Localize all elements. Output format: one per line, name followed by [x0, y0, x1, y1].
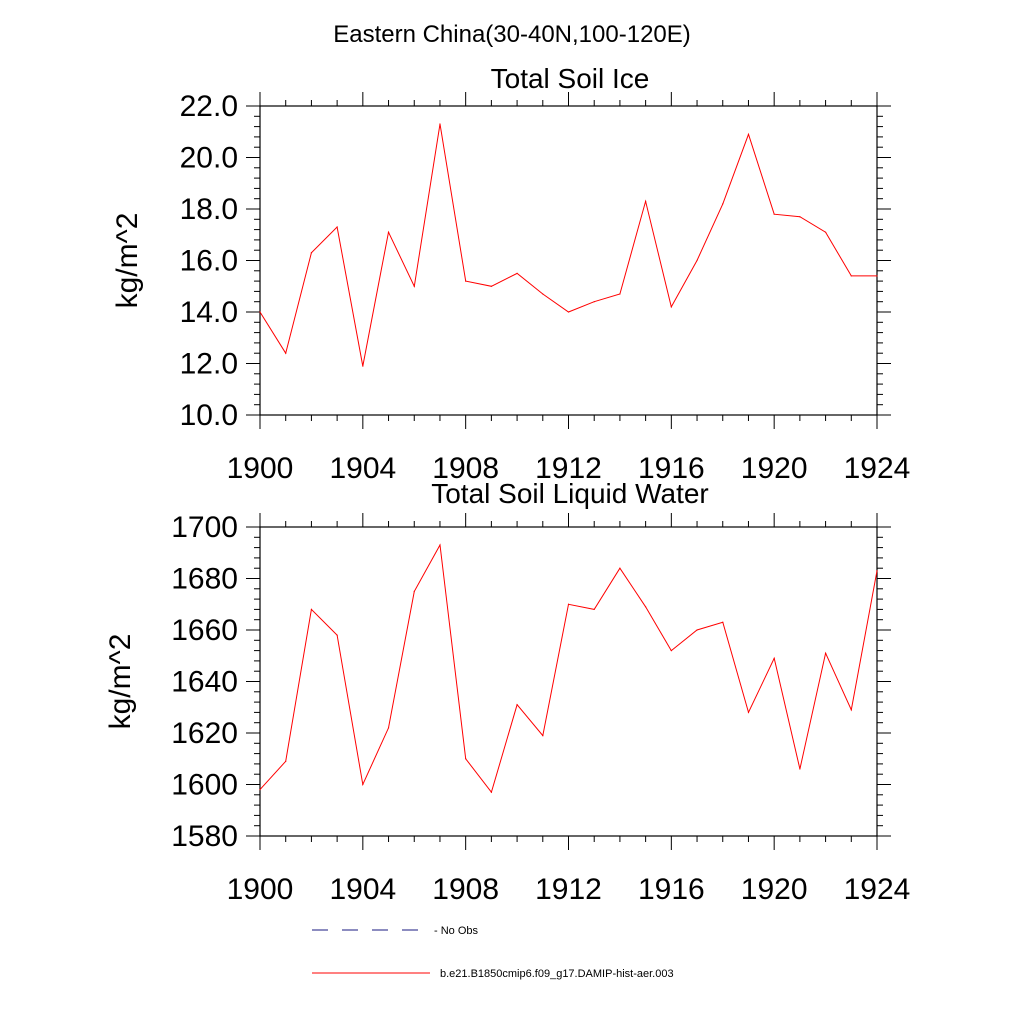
y-tick-label: 22.0	[180, 90, 238, 123]
y-tick-label: 18.0	[180, 193, 238, 226]
panel-title: Total Soil Liquid Water	[431, 478, 709, 509]
data-point	[773, 657, 775, 659]
y-tick-label: 1580	[171, 820, 238, 853]
data-point	[799, 216, 801, 218]
data-point	[465, 758, 467, 760]
data-point	[465, 280, 467, 282]
data-point	[876, 570, 878, 572]
data-point	[516, 704, 518, 706]
y-tick-label: 20.0	[180, 142, 238, 175]
data-point	[542, 734, 544, 737]
x-tick-label: 1900	[227, 452, 294, 485]
data-point	[645, 606, 647, 608]
y-tick-label: 1640	[171, 666, 238, 699]
legend-no-obs-label: - No Obs	[434, 925, 479, 937]
data-point	[336, 634, 338, 636]
data-point	[593, 301, 595, 303]
data-point	[696, 259, 698, 262]
y-axis-label: kg/m^2	[104, 634, 137, 730]
data-point	[799, 768, 801, 770]
data-point	[439, 123, 441, 125]
data-point	[670, 306, 672, 308]
data-point	[387, 727, 390, 729]
data-point	[824, 231, 827, 233]
panel-total-soil-ice: Total Soil Ice kg/m^2 1900 1904 1908 1912 1916…	[111, 63, 910, 485]
data-point	[490, 791, 492, 793]
data-point	[824, 652, 827, 654]
data-point	[362, 783, 364, 786]
data-point	[387, 231, 390, 233]
y-tick-label: 14.0	[180, 296, 238, 329]
plot-frame	[259, 526, 878, 837]
data-point	[413, 590, 415, 592]
x-tick-label: 1904	[329, 452, 396, 485]
data-point	[285, 760, 287, 762]
series-line	[259, 123, 877, 367]
y-tick-label: 16.0	[180, 245, 238, 278]
data-point	[593, 608, 595, 611]
data-point	[285, 352, 287, 354]
x-tick-label: 1924	[844, 873, 911, 906]
figure-title: Eastern China(30-40N,100-120E)	[333, 21, 691, 48]
x-tick-label: 1908	[432, 873, 499, 906]
y-axis-label: kg/m^2	[111, 213, 144, 309]
x-tick-label: 1916	[638, 873, 705, 906]
data-point	[850, 275, 852, 277]
y-tick-label: 10.0	[180, 399, 238, 432]
x-tick-label: 1912	[535, 873, 602, 906]
x-tick-label: 1908	[432, 452, 499, 485]
data-point	[876, 275, 878, 277]
data-point	[516, 272, 518, 274]
y-tick-label: 1660	[171, 614, 238, 647]
data-point	[696, 629, 698, 631]
x-tick-label: 1924	[844, 452, 911, 485]
data-point	[747, 133, 750, 135]
x-tick-label: 1920	[741, 873, 808, 906]
x-tick-label: 1912	[535, 452, 602, 485]
data-point	[362, 365, 364, 367]
data-point	[747, 711, 750, 714]
x-tick-label: 1920	[741, 452, 808, 485]
series-line	[259, 543, 878, 794]
x-tick-label: 1904	[329, 873, 396, 906]
data-point	[619, 567, 621, 569]
panel-title: Total Soil Ice	[491, 63, 650, 94]
x-tick-label: 1916	[638, 452, 705, 485]
data-point	[850, 709, 852, 711]
legend: - No Obs b.e21.B1850cmip6.f09_g17.DAMIP-…	[312, 925, 674, 980]
data-point	[259, 789, 261, 791]
data-point	[722, 203, 724, 205]
y-tick-label: 1600	[171, 769, 238, 802]
data-point	[310, 608, 313, 611]
panel-total-soil-liquid-water: Total Soil Liquid Water kg/m^2 1900 1904 190…	[104, 478, 910, 906]
y-tick-label: 1680	[171, 563, 238, 596]
data-point	[773, 213, 775, 215]
data-point	[619, 293, 621, 295]
data-point	[439, 544, 441, 546]
y-tick-label: 12.0	[180, 348, 238, 381]
y-tick-label: 1700	[171, 511, 238, 544]
legend-run-label: b.e21.B1850cmip6.f09_g17.DAMIP-hist-aer.…	[440, 968, 674, 980]
data-point	[645, 200, 647, 202]
data-point	[259, 311, 261, 313]
y-tick-label: 1620	[171, 717, 238, 750]
data-point	[336, 226, 338, 228]
data-point	[413, 285, 415, 287]
data-point	[722, 621, 724, 623]
data-point	[567, 311, 570, 313]
data-point	[490, 285, 492, 287]
x-tick-label: 1900	[227, 873, 294, 906]
plot-frame	[259, 105, 878, 416]
data-point	[542, 293, 544, 295]
data-point	[670, 650, 672, 652]
data-point	[567, 603, 570, 605]
data-point	[310, 252, 313, 254]
